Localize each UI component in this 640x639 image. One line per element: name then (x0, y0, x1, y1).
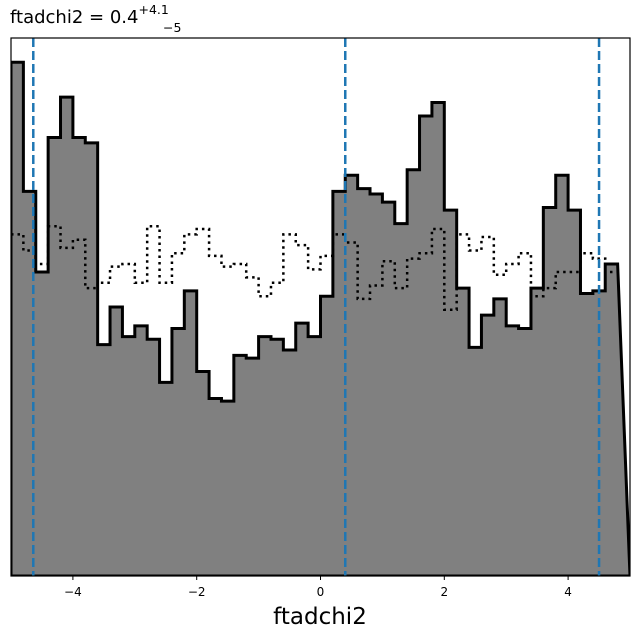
x-axis: −4 −2 0 2 4 (64, 576, 572, 599)
title-value: 0.4 (110, 7, 139, 28)
filled-histogram-series (11, 60, 630, 576)
x-tick-label: 4 (564, 585, 572, 599)
plot-area (10, 37, 631, 577)
x-tick-label: −2 (188, 585, 206, 599)
dotted-histogram-series (11, 225, 618, 311)
title-lower-error: −5 (163, 20, 181, 35)
x-tick-label: −4 (64, 585, 82, 599)
chart-title: ftadchi2 = 0.4+4.1 −5 (10, 2, 181, 35)
x-tick-label: 0 (317, 585, 325, 599)
title-upper-error: +4.1 (138, 2, 168, 17)
title-parameter-name: ftadchi2 (10, 7, 83, 28)
x-axis-label: ftadchi2 (273, 604, 367, 630)
title-equals: = (83, 7, 110, 28)
x-tick-label: 2 (440, 585, 448, 599)
